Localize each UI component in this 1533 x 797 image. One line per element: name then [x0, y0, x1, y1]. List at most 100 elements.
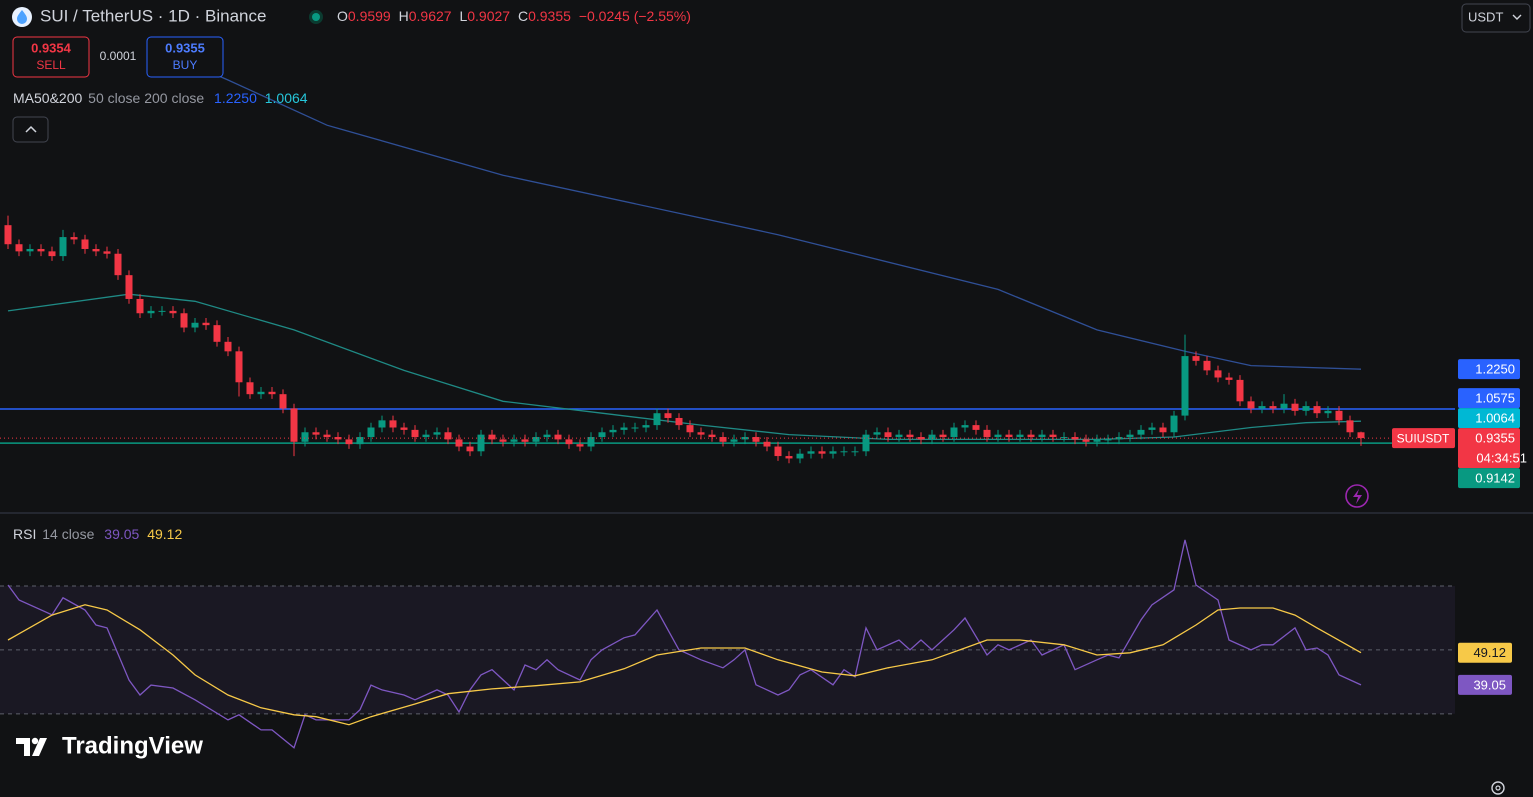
sell-button[interactable]: 0.9354 SELL — [12, 36, 90, 78]
candle-body — [840, 451, 848, 453]
logo-mark — [16, 738, 30, 756]
spread: 0.0001 — [100, 49, 137, 63]
currency-dropdown[interactable]: USDT — [1461, 3, 1531, 33]
candle-body — [301, 432, 309, 442]
rsi-legend-value: 49.12 — [147, 526, 182, 542]
candle-body — [1170, 415, 1178, 433]
candle-body — [983, 429, 991, 438]
candle-body — [1071, 437, 1079, 440]
candle-body — [653, 413, 661, 426]
candle-body — [873, 432, 881, 435]
candle-body — [818, 451, 826, 454]
candle-body — [1027, 434, 1035, 438]
ma-legend-title: MA50&200 — [13, 90, 82, 106]
alert-bolt — [1353, 489, 1362, 504]
collapse-box[interactable] — [12, 116, 49, 143]
candle-body — [213, 325, 221, 342]
candle-body — [367, 427, 375, 438]
candle-body — [829, 451, 837, 454]
candle-body — [411, 429, 419, 438]
alert-circle[interactable] — [1345, 484, 1369, 508]
sell-label[interactable]: SELL — [36, 58, 66, 72]
ohlc-label: H — [399, 8, 409, 24]
rsi-scale-label: 49.12 — [1473, 645, 1506, 660]
candle-body — [895, 434, 903, 438]
settings-icon[interactable] — [1491, 781, 1505, 795]
rsi-legend: RSI 14 close 39.05 49.12 — [13, 526, 182, 542]
rsi-scale-marker — [1458, 674, 1512, 695]
candle-body — [103, 251, 111, 254]
buy-box[interactable] — [146, 36, 224, 78]
sell-box[interactable] — [12, 36, 90, 78]
candle-body — [906, 434, 914, 438]
candle-body — [1357, 432, 1365, 439]
candle-body — [708, 434, 716, 438]
candle-body — [235, 351, 243, 383]
collapse-button[interactable] — [12, 116, 49, 143]
candle-body — [334, 437, 342, 440]
alert-icon[interactable] — [1345, 484, 1369, 508]
candle-body — [1181, 356, 1189, 416]
buy-price[interactable]: 0.9355 — [165, 40, 205, 55]
sell-price[interactable]: 0.9354 — [31, 40, 72, 55]
symbol-title: SUI / TetherUS · 1D · Binance — [40, 6, 266, 25]
candle-body — [851, 451, 859, 453]
candle-body — [1093, 439, 1101, 442]
candle-body — [4, 225, 12, 245]
candle-body — [345, 439, 353, 445]
buy-label[interactable]: BUY — [173, 58, 198, 72]
candle-body — [1104, 439, 1112, 441]
price-scale-marker — [1458, 468, 1520, 489]
rsi-scale-marker — [1458, 642, 1512, 663]
buy-button[interactable]: 0.9355 BUY — [146, 36, 224, 78]
candle-body — [994, 434, 1002, 438]
candle-body — [389, 420, 397, 428]
price-scale-label: 1.0064 — [1475, 411, 1515, 426]
market-status-dot — [312, 13, 320, 21]
ma-legend-value: 1.2250 — [214, 90, 257, 106]
ohlc-value: 0.9627 — [409, 8, 452, 24]
candle-body — [114, 253, 122, 276]
candle-body — [59, 237, 67, 257]
candle-body — [1005, 434, 1013, 438]
symbol-tag-box — [1392, 428, 1455, 449]
candle-body — [576, 444, 584, 447]
candle-body — [730, 439, 738, 442]
candle-body — [884, 432, 892, 438]
rsi-legend-title: RSI — [13, 526, 36, 542]
candle-body — [290, 408, 298, 442]
rsi-line — [7, 604, 1362, 726]
candle-body — [422, 434, 430, 438]
candle-body — [785, 456, 793, 459]
candle-body — [1115, 437, 1123, 440]
candle-body — [543, 434, 551, 438]
rsi-legend-params: 14 close — [42, 526, 94, 542]
candle-body — [631, 427, 639, 429]
currency-label[interactable]: USDT — [1468, 9, 1503, 24]
candle-body — [1291, 403, 1299, 411]
price-scale-label: 0.9142 — [1475, 471, 1515, 486]
rsi-legend-value: 39.05 — [104, 526, 139, 542]
settings-gear[interactable] — [1491, 781, 1505, 795]
currency-box[interactable] — [1461, 3, 1531, 33]
candle-body — [642, 425, 650, 428]
moving-average-line — [183, 60, 1362, 370]
candle-body — [1192, 356, 1200, 361]
candle-body — [532, 437, 540, 442]
candle-body — [1258, 406, 1266, 409]
tradingview-logo: TradingView — [16, 732, 203, 759]
candle-body — [961, 425, 969, 428]
candle-body — [1346, 420, 1354, 433]
ohlc-value: 0.9355 — [528, 8, 571, 24]
candle-body — [1148, 427, 1156, 430]
candle-body — [279, 394, 287, 409]
candle-body — [466, 446, 474, 452]
candle-body — [1214, 370, 1222, 378]
candle-body — [202, 322, 210, 326]
candle-body — [675, 417, 683, 426]
candle-body — [180, 313, 188, 328]
candle-body — [1082, 439, 1090, 442]
candle-body — [455, 439, 463, 447]
ohlc-values: O0.9599 H0.9627 L0.9027 C0.9355 −0.0245 … — [337, 8, 691, 24]
